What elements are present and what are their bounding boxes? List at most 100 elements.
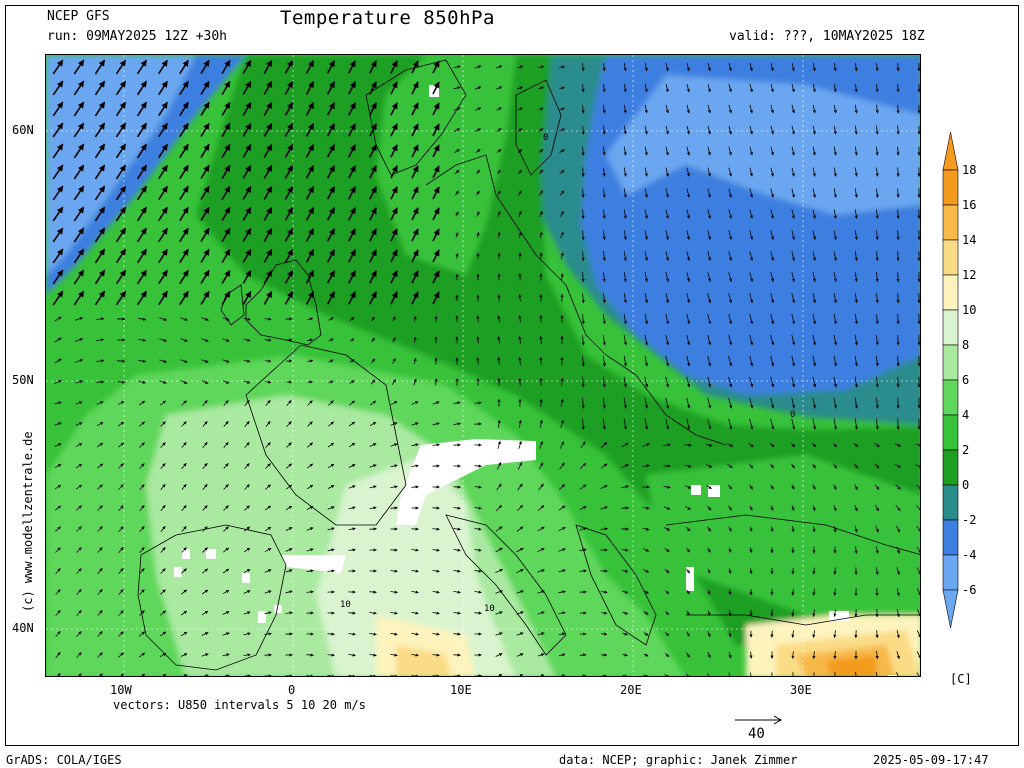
wind-vector-arrow bbox=[432, 207, 440, 221]
wind-vector-arrow bbox=[179, 248, 189, 264]
wind-vector-arrow bbox=[518, 315, 522, 323]
wind-vector-arrow bbox=[326, 270, 336, 284]
wind-vector-arrow bbox=[263, 248, 273, 263]
wind-vector-arrow bbox=[644, 334, 649, 346]
wind-vector-arrow bbox=[791, 505, 795, 511]
wind-vector-arrow bbox=[73, 269, 85, 285]
wind-vector-arrow bbox=[432, 144, 440, 158]
wind-vector-arrow bbox=[202, 526, 208, 532]
wind-vector-arrow bbox=[874, 484, 880, 490]
wind-vector-arrow bbox=[136, 290, 148, 306]
wind-vector-arrow bbox=[770, 272, 775, 283]
wind-vector-arrow bbox=[263, 227, 273, 242]
wind-vector-arrow bbox=[118, 568, 124, 574]
wind-vector-arrow bbox=[812, 588, 816, 596]
wind-vector-arrow bbox=[875, 251, 879, 262]
wind-vector-arrow bbox=[348, 527, 356, 531]
wind-vector-arrow bbox=[139, 589, 145, 595]
wind-vector-arrow bbox=[644, 125, 648, 135]
wind-vector-arrow bbox=[833, 525, 837, 533]
wind-vector-arrow bbox=[411, 60, 419, 74]
wind-vector-arrow bbox=[136, 227, 148, 243]
wind-vector-arrow bbox=[97, 568, 103, 574]
wind-vector-arrow bbox=[307, 380, 313, 384]
wind-vector-arrow bbox=[453, 590, 461, 594]
wind-vector-arrow bbox=[749, 355, 754, 367]
wind-vector-arrow bbox=[623, 230, 627, 241]
wind-vector-arrow bbox=[117, 400, 125, 406]
wind-vector-arrow bbox=[179, 80, 189, 96]
colorbar-label: 10 bbox=[962, 303, 976, 317]
wind-vector-arrow bbox=[159, 359, 167, 363]
wind-vector-arrow bbox=[705, 443, 713, 447]
wind-vector-arrow bbox=[516, 611, 524, 615]
wind-vector-arrow bbox=[52, 227, 64, 243]
wind-vector-arrow bbox=[749, 146, 753, 156]
wind-vector-arrow bbox=[707, 547, 711, 553]
wind-vector-arrow bbox=[263, 122, 273, 137]
wind-vector-arrow bbox=[181, 484, 187, 490]
wind-vector-arrow bbox=[686, 209, 690, 219]
wind-vector-arrow bbox=[558, 548, 566, 552]
wind-vector-arrow bbox=[623, 125, 627, 135]
wind-vector-arrow bbox=[94, 101, 106, 117]
wind-vector-arrow bbox=[896, 334, 900, 346]
wind-vector-arrow bbox=[686, 83, 690, 93]
wind-vector-arrow bbox=[390, 506, 398, 510]
wind-vector-arrow bbox=[854, 484, 858, 490]
wind-vector-arrow bbox=[497, 419, 501, 428]
wind-vector-arrow bbox=[833, 463, 837, 469]
wind-vector-arrow bbox=[413, 378, 417, 386]
wind-vector-arrow bbox=[76, 631, 82, 637]
wind-vector-arrow bbox=[559, 128, 565, 132]
wind-vector-arrow bbox=[136, 122, 148, 138]
wind-vector-arrow bbox=[390, 60, 398, 74]
wind-vector-arrow bbox=[411, 123, 419, 137]
wind-vector-arrow bbox=[327, 442, 335, 448]
wind-vector-arrow bbox=[222, 338, 230, 342]
wind-vector-arrow bbox=[305, 249, 315, 263]
wind-vector-arrow bbox=[264, 611, 272, 615]
wind-vector-arrow bbox=[390, 464, 398, 468]
wind-vector-arrow bbox=[347, 186, 357, 200]
wind-vector-arrow bbox=[538, 149, 544, 153]
wind-vector-arrow bbox=[539, 356, 543, 365]
wind-vector-arrow bbox=[475, 128, 481, 132]
wind-vector-arrow bbox=[242, 185, 252, 200]
wind-vector-arrow bbox=[55, 547, 61, 553]
wind-vector-arrow bbox=[453, 611, 461, 615]
wind-vector-arrow bbox=[455, 252, 459, 259]
wind-vector-arrow bbox=[644, 209, 648, 219]
wind-vector-arrow bbox=[686, 63, 690, 72]
wind-vector-arrow bbox=[223, 421, 229, 427]
wind-vector-arrow bbox=[791, 376, 796, 388]
wind-vector-arrow bbox=[284, 270, 294, 284]
wind-vector-arrow bbox=[854, 525, 858, 533]
wind-vector-arrow bbox=[432, 443, 440, 447]
wind-vector-arrow bbox=[369, 144, 377, 158]
wind-vector-arrow bbox=[812, 83, 816, 93]
wind-vector-arrow bbox=[200, 269, 210, 285]
wind-vector-arrow bbox=[264, 359, 272, 363]
wind-vector-arrow bbox=[833, 146, 837, 156]
wind-vector-arrow bbox=[305, 228, 315, 242]
wind-vector-arrow bbox=[875, 334, 879, 346]
wind-vector-arrow bbox=[307, 400, 313, 406]
wind-vector-arrow bbox=[474, 548, 482, 552]
footer-software: GrADS: COLA/IGES bbox=[6, 753, 122, 767]
wind-vector-arrow bbox=[728, 104, 732, 114]
wind-vector-arrow bbox=[118, 526, 124, 532]
wind-vector-arrow bbox=[285, 527, 293, 531]
wind-vector-arrow bbox=[517, 462, 523, 470]
wind-vector-arrow bbox=[581, 62, 585, 72]
wind-vector-arrow bbox=[623, 83, 627, 93]
wind-vector-arrow bbox=[684, 443, 692, 447]
wind-vector-arrow bbox=[200, 164, 210, 180]
wind-vector-arrow bbox=[222, 589, 230, 595]
wind-vector-arrow bbox=[581, 209, 585, 219]
wind-vector-arrow bbox=[369, 123, 377, 137]
wind-vector-arrow bbox=[559, 210, 565, 218]
wind-vector-arrow bbox=[243, 547, 251, 553]
wind-vector-arrow bbox=[621, 485, 629, 489]
wind-vector-arrow bbox=[223, 526, 229, 532]
